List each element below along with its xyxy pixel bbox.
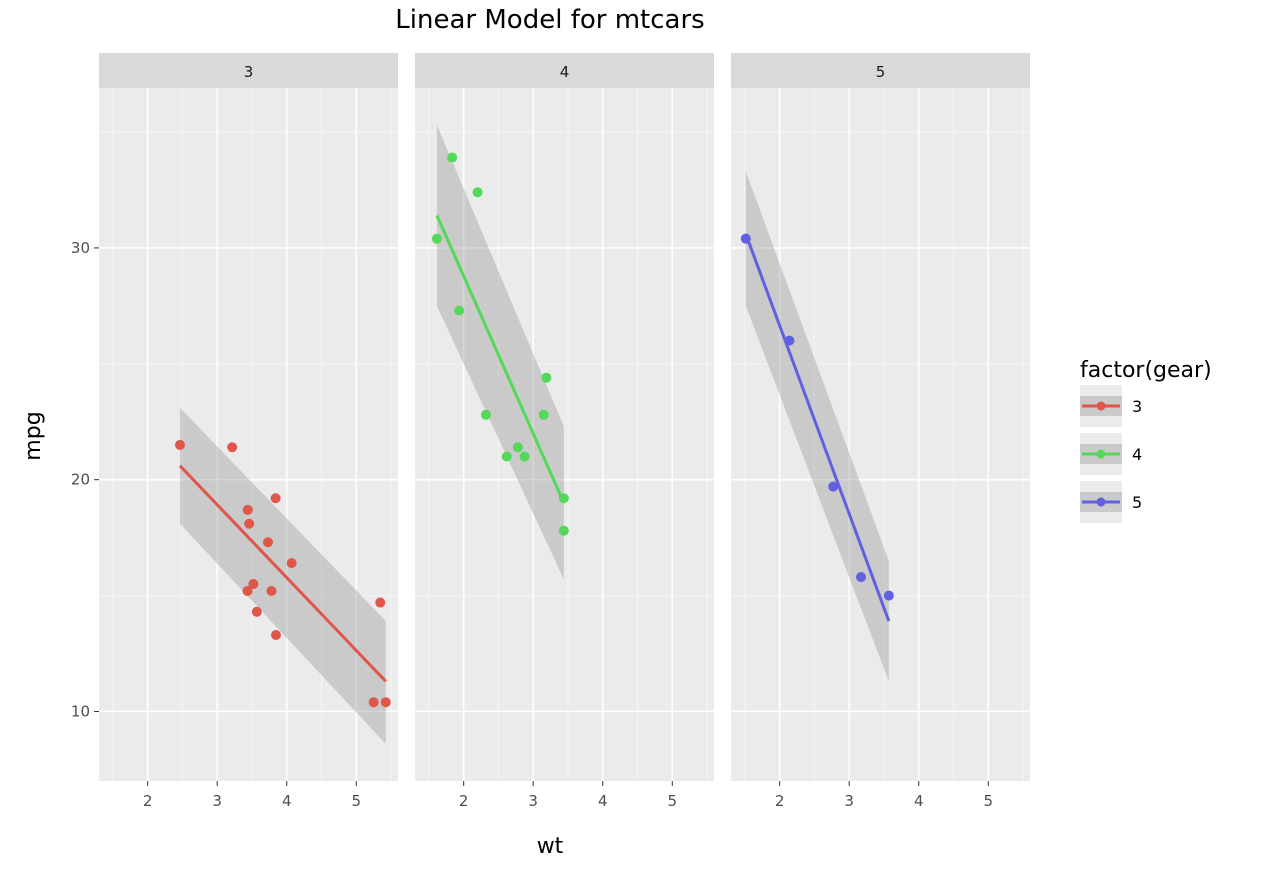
y-tick-label: 30: [71, 239, 90, 257]
x-tick-label: 3: [844, 792, 854, 810]
data-point: [519, 451, 530, 462]
x-tick-label: 2: [775, 792, 785, 810]
fit-line: [435, 214, 566, 504]
confidence-band: [436, 125, 564, 580]
x-tick-label: 2: [459, 792, 469, 810]
y-axis-title: mpg: [21, 411, 46, 460]
facet-strip-label: 5: [876, 63, 886, 81]
facet-panel-4: 4 2 3 4 5: [415, 53, 714, 810]
data-point: [175, 439, 186, 450]
legend-entry-3: 3: [1080, 385, 1142, 427]
facet-strip-label: 3: [244, 63, 254, 81]
x-tick-label: 3: [528, 792, 538, 810]
data-point: [380, 697, 391, 708]
confidence-band: [180, 407, 386, 744]
legend-label: 3: [1132, 397, 1142, 416]
chart-title: Linear Model for mtcars: [395, 5, 704, 35]
data-point: [242, 504, 253, 515]
x-axis-title: wt: [537, 834, 564, 859]
y-tick-label: 10: [71, 702, 90, 720]
data-point: [472, 187, 483, 198]
legend-key-point: [1096, 401, 1106, 411]
data-point: [244, 518, 255, 529]
facet-strip: [415, 53, 714, 88]
x-tick-label: 4: [598, 792, 608, 810]
x-tick-label: 3: [212, 792, 222, 810]
legend-entry-4: 4: [1080, 433, 1142, 475]
data-point: [558, 525, 569, 536]
data-point: [883, 590, 894, 601]
data-point: [262, 537, 273, 548]
legend-key-point: [1096, 497, 1106, 507]
x-tick-label: 4: [282, 792, 292, 810]
x-tick-label: 5: [984, 792, 994, 810]
facets: 3 2 3 4 5 10 20 30 4 2 3 4 5 5 2 3 4 5: [71, 53, 1030, 810]
legend-label: 5: [1132, 493, 1142, 512]
data-point: [431, 233, 442, 244]
y-tick-label: 20: [71, 471, 90, 489]
panel-background: [99, 88, 398, 781]
data-point: [541, 372, 552, 383]
data-point: [242, 585, 253, 596]
data-point: [251, 606, 262, 617]
x-tick-label: 5: [352, 792, 362, 810]
facet-panel-5: 5 2 3 4 5: [731, 53, 1030, 810]
legend-key-point: [1096, 449, 1106, 459]
data-point: [501, 451, 512, 462]
data-point: [538, 409, 549, 420]
x-tick-label: 4: [914, 792, 924, 810]
data-point: [270, 493, 281, 504]
panel-background: [415, 88, 714, 781]
data-point: [447, 152, 458, 163]
facet-strip: [731, 53, 1030, 88]
legend-title: factor(gear): [1080, 358, 1212, 383]
data-point: [480, 409, 491, 420]
legend-entry-5: 5: [1080, 481, 1142, 523]
data-point: [368, 697, 379, 708]
facet-strip-label: 4: [560, 63, 570, 81]
data-point: [266, 585, 277, 596]
facet-panel-3: 3 2 3 4 5 10 20 30: [71, 53, 398, 810]
fit-line: [744, 233, 891, 622]
panel-background: [731, 88, 1030, 781]
data-point: [286, 558, 297, 569]
data-point: [270, 629, 281, 640]
facet-strip: [99, 53, 398, 88]
data-point: [828, 481, 839, 492]
x-tick-label: 2: [143, 792, 153, 810]
legend-label: 4: [1132, 445, 1142, 464]
data-point: [512, 442, 523, 453]
data-point: [454, 305, 465, 316]
data-point: [856, 572, 867, 583]
data-point: [227, 442, 238, 453]
data-point: [375, 597, 386, 608]
x-tick-label: 5: [668, 792, 678, 810]
legend: factor(gear) 3 4 5: [1080, 358, 1212, 523]
data-point: [248, 578, 259, 589]
fit-line: [178, 464, 387, 683]
